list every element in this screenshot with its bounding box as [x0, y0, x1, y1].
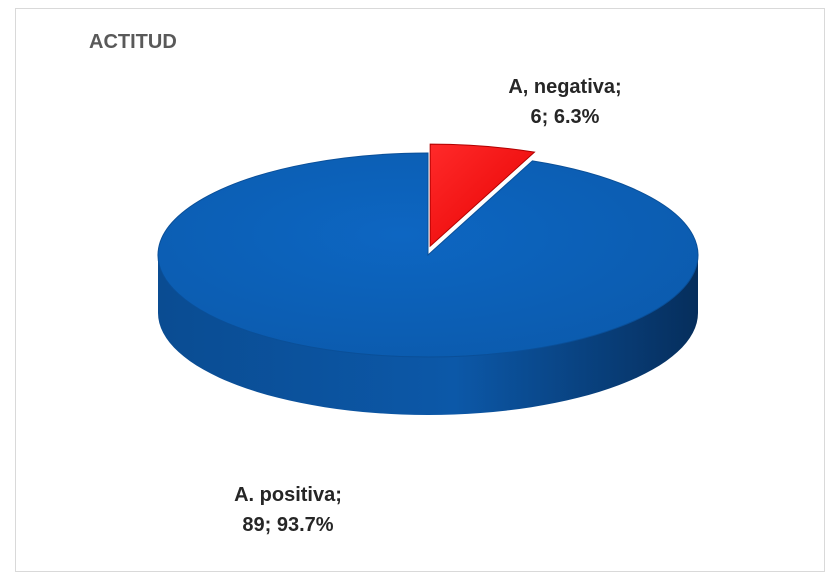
data-label-positive-value: 89; 93.7%: [242, 514, 334, 536]
chart-title: ACTITUD: [89, 31, 177, 53]
data-label-negative-value: 6; 6.3%: [530, 106, 600, 128]
pie-slice-positive-side: [158, 255, 698, 415]
pie-slice-positive: [157, 152, 699, 358]
pie-slice-negative: [429, 143, 536, 248]
data-label-negative: A, negativa; 6; 6.3%: [455, 72, 675, 132]
data-label-positive: A. positiva; 89; 93.7%: [178, 480, 398, 540]
data-label-negative-name: A, negativa;: [508, 76, 622, 98]
data-label-positive-name: A. positiva;: [234, 484, 342, 506]
